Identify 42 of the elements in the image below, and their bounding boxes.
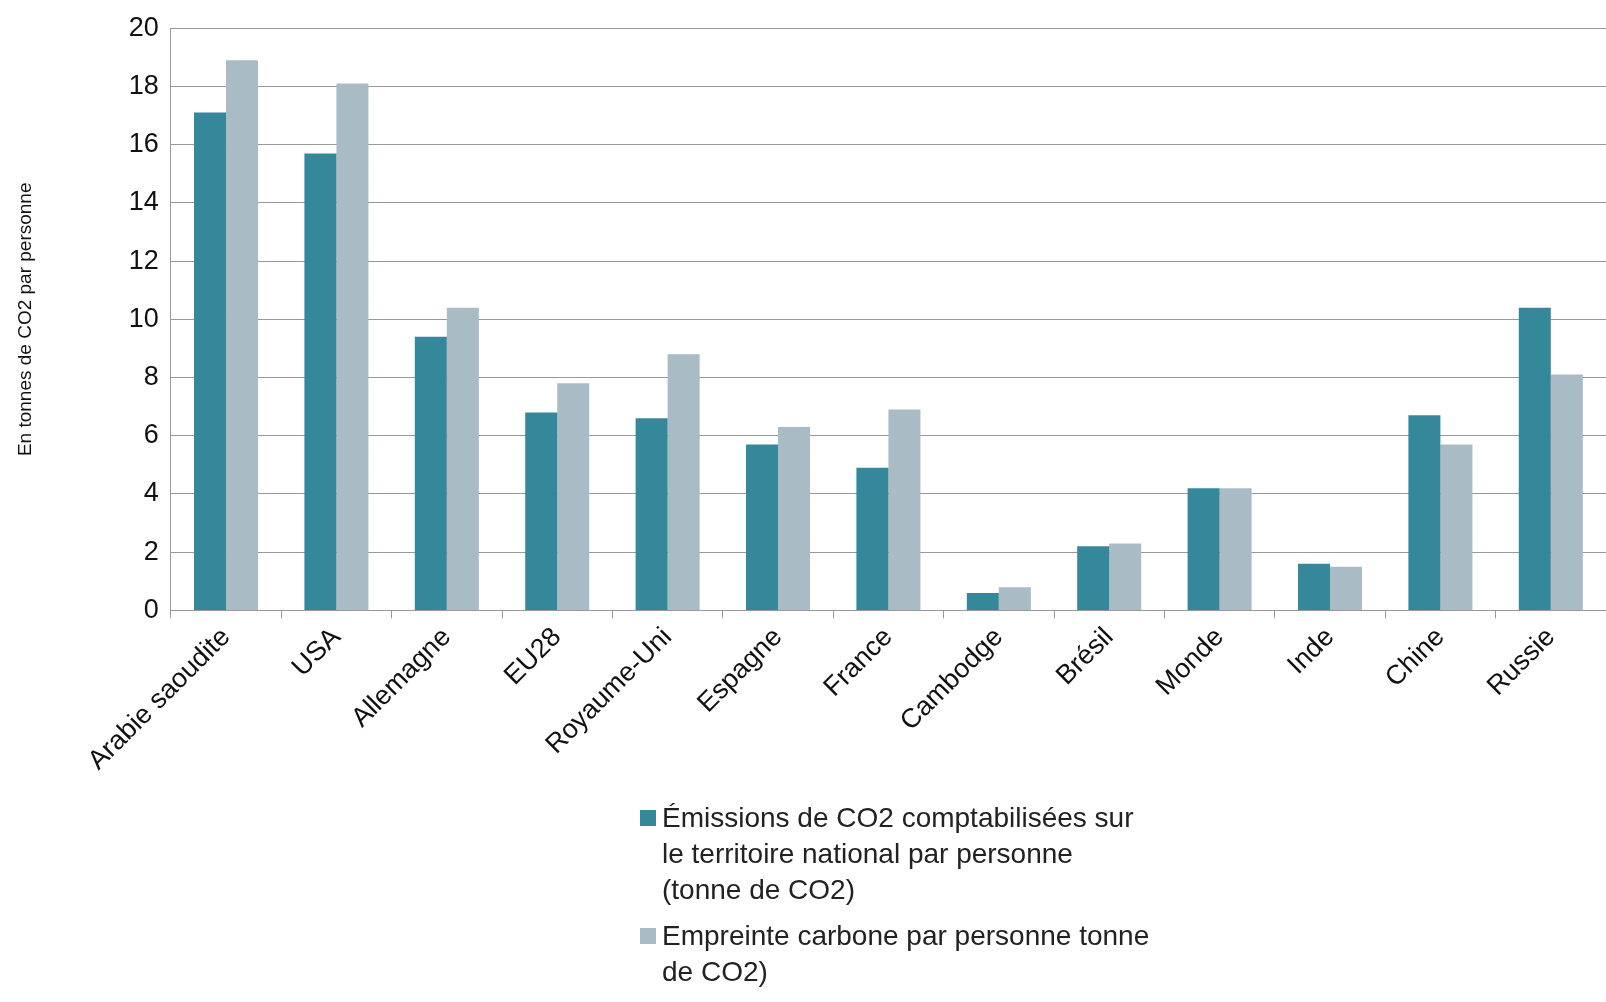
bar [778, 427, 811, 610]
bar [1077, 546, 1110, 610]
y-tick-label: 4 [143, 477, 159, 508]
bar [1109, 543, 1142, 610]
y-tick-label: 10 [128, 302, 159, 333]
bar [1297, 563, 1331, 610]
legend-label: Émissions de CO2 comptabilisées sur le territoire national par personne (tonne de CO2) [662, 801, 1135, 907]
bar [414, 336, 447, 610]
y-tick-label: 18 [128, 69, 159, 100]
bar [194, 112, 227, 610]
bar [998, 587, 1031, 610]
bar [1187, 488, 1220, 610]
y-tick-label: 14 [128, 186, 159, 217]
y-tick-label: 2 [143, 535, 159, 566]
bar [226, 60, 259, 610]
y-tick-label: 0 [143, 593, 159, 624]
bar [304, 153, 337, 610]
y-tick-label: 16 [128, 128, 159, 159]
bar [746, 444, 779, 610]
y-axis-title: En tonnes de CO2 par personne [13, 182, 35, 457]
y-tick-label: 20 [128, 11, 159, 42]
bar [966, 592, 999, 610]
bar [667, 354, 700, 610]
bar [1330, 566, 1363, 610]
bar [1550, 374, 1583, 610]
bar [635, 418, 668, 610]
legend-label: Empreinte carbone par personne tonne de CO2) [662, 919, 1151, 989]
bar [336, 83, 369, 610]
bar [1219, 488, 1252, 610]
bar [1518, 307, 1551, 610]
bar [1440, 444, 1473, 610]
bar [446, 307, 479, 610]
bar [1408, 415, 1441, 610]
x-tick-label: Inde [1281, 621, 1340, 680]
bar [888, 409, 921, 610]
bar [525, 412, 558, 610]
bar [557, 383, 590, 610]
y-tick-label: 12 [128, 244, 159, 275]
y-tick-label: 8 [143, 360, 159, 391]
bar [856, 467, 889, 610]
x-tick-label: USA [285, 621, 346, 682]
y-tick-label: 6 [143, 419, 159, 450]
